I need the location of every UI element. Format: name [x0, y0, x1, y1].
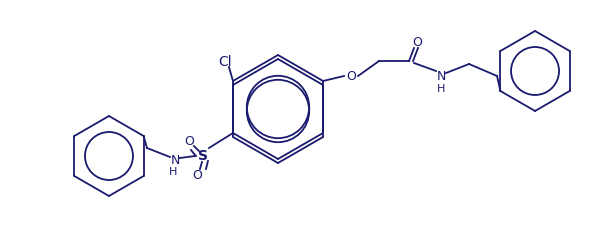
Text: Cl: Cl: [218, 55, 232, 69]
Text: N: N: [170, 154, 179, 167]
Text: O: O: [184, 135, 194, 148]
Text: O: O: [412, 35, 422, 48]
Text: O: O: [346, 70, 356, 83]
Text: O: O: [192, 169, 202, 182]
Text: S: S: [198, 148, 208, 162]
Text: N: N: [437, 70, 446, 83]
Text: H: H: [437, 84, 446, 94]
Text: H: H: [169, 166, 177, 176]
